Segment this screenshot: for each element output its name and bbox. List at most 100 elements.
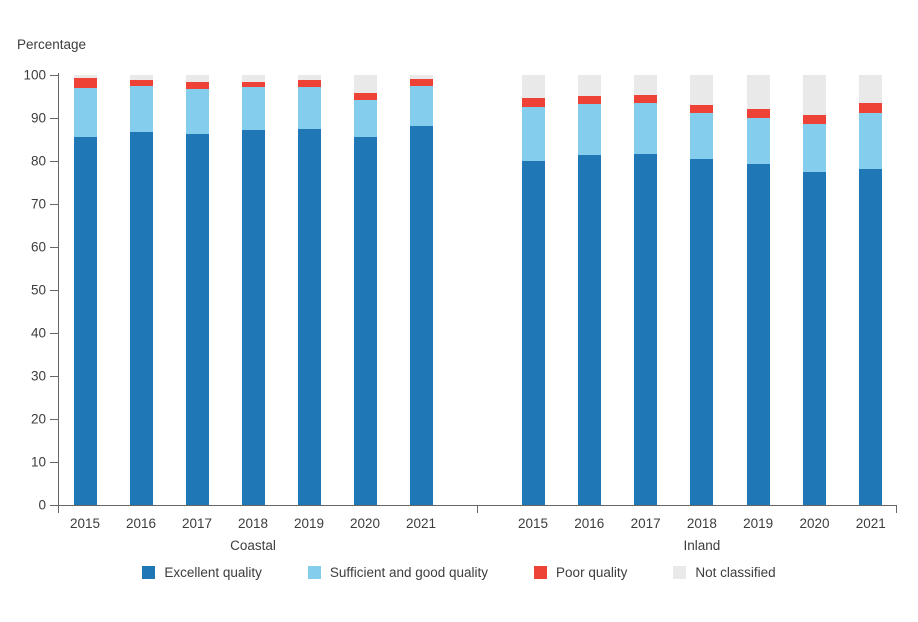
y-tick-mark	[50, 419, 58, 420]
legend-swatch-sufficient-and-good-quality	[307, 566, 321, 579]
bar-segment-inland-2021-poor-quality	[859, 102, 883, 113]
bar-segment-coastal-2018-not-classified	[241, 75, 265, 82]
x-tick-label-coastal-2015: 2015	[69, 516, 101, 531]
bar-segment-coastal-2020-poor-quality	[353, 93, 377, 100]
bar-segment-coastal-2016-sufficient-and-good-quality	[129, 85, 153, 132]
y-tick-label: 0	[38, 497, 46, 513]
legend-label: Not classified	[695, 565, 776, 580]
bar-segment-coastal-2020-sufficient-and-good-quality	[353, 99, 377, 138]
legend-item-sufficient-and-good-quality: Sufficient and good quality	[307, 565, 489, 580]
bar-segment-inland-2020-poor-quality	[803, 114, 826, 125]
bar-segment-inland-2019-poor-quality	[746, 108, 770, 118]
bar-segment-inland-2019-not-classified	[746, 75, 770, 109]
y-tick-mark	[50, 333, 58, 334]
y-tick-mark	[50, 204, 58, 205]
bar-segment-coastal-2019-excellent-quality	[297, 129, 321, 505]
x-tick-label-coastal-2021: 2021	[405, 516, 437, 531]
bar-segment-coastal-2017-sufficient-and-good-quality	[185, 89, 209, 135]
x-axis-end-tick	[896, 505, 898, 513]
x-tick-label-inland-2021: 2021	[855, 516, 886, 531]
y-tick-mark	[50, 505, 58, 506]
bar-segment-coastal-2021-poor-quality	[409, 79, 433, 87]
bar-segment-inland-2017-excellent-quality	[634, 153, 658, 505]
bar-segment-inland-2016-poor-quality	[577, 96, 601, 105]
bar-segment-coastal-2017-excellent-quality	[185, 134, 209, 505]
bar-segment-coastal-2015-not-classified	[73, 75, 97, 79]
y-tick-label: 100	[23, 67, 46, 83]
legend-label: Excellent quality	[164, 565, 262, 580]
y-axis-title: Percentage	[17, 37, 87, 52]
bar-segment-inland-2016-sufficient-and-good-quality	[577, 104, 601, 155]
x-tick-label-coastal-2017: 2017	[181, 516, 213, 531]
x-tick-label-coastal-2018: 2018	[237, 516, 269, 531]
x-tick-label-inland-2019: 2019	[743, 516, 774, 531]
bar-segment-coastal-2016-not-classified	[129, 75, 153, 81]
y-tick-mark	[50, 161, 58, 162]
bar-segment-coastal-2017-not-classified	[185, 75, 209, 83]
y-axis-line	[58, 73, 60, 513]
legend-item-poor-quality: Poor quality	[534, 565, 627, 580]
x-tick-label-coastal-2016: 2016	[125, 516, 157, 531]
bar-segment-coastal-2017-poor-quality	[185, 82, 209, 90]
y-tick-mark	[50, 290, 58, 291]
bar-segment-coastal-2015-excellent-quality	[73, 136, 97, 505]
bar-segment-inland-2015-excellent-quality	[521, 161, 545, 505]
y-tick-label: 10	[30, 454, 46, 470]
legend-item-not-classified: Not classified	[673, 565, 776, 580]
x-tick-label-inland-2020: 2020	[799, 516, 830, 531]
x-axis-group-separator-tick	[477, 505, 479, 513]
y-tick-label: 50	[30, 282, 46, 298]
x-tick-label-coastal-2019: 2019	[293, 516, 325, 531]
legend-swatch-poor-quality	[534, 566, 548, 579]
bar-segment-coastal-2018-poor-quality	[241, 81, 265, 87]
bar-segment-coastal-2020-excellent-quality	[353, 137, 377, 505]
bar-segment-inland-2016-not-classified	[577, 75, 601, 97]
bar-segment-inland-2021-excellent-quality	[859, 168, 883, 505]
x-tick-label-inland-2017: 2017	[630, 516, 661, 531]
bar-segment-coastal-2015-sufficient-and-good-quality	[73, 87, 97, 137]
y-tick-label: 20	[30, 411, 46, 427]
bar-segment-inland-2021-not-classified	[859, 75, 883, 103]
bar-segment-inland-2018-poor-quality	[690, 105, 714, 113]
bar-segment-coastal-2020-not-classified	[353, 75, 377, 94]
x-tick-label-coastal-2020: 2020	[349, 516, 381, 531]
bar-segment-coastal-2015-poor-quality	[73, 78, 97, 88]
bar-segment-inland-2019-excellent-quality	[746, 164, 770, 505]
bar-segment-coastal-2019-poor-quality	[297, 80, 321, 88]
bar-segment-inland-2015-not-classified	[521, 75, 545, 99]
bar-segment-inland-2015-sufficient-and-good-quality	[521, 107, 545, 161]
y-tick-mark	[50, 75, 58, 76]
x-tick-label-inland-2016: 2016	[574, 516, 605, 531]
bar-segment-inland-2018-excellent-quality	[690, 159, 714, 505]
bar-segment-inland-2018-sufficient-and-good-quality	[690, 112, 714, 160]
bar-segment-coastal-2021-sufficient-and-good-quality	[409, 86, 433, 126]
y-tick-label: 90	[30, 110, 46, 126]
y-tick-label: 80	[30, 153, 46, 169]
legend-item-excellent-quality: Excellent quality	[142, 565, 262, 580]
bar-segment-inland-2021-sufficient-and-good-quality	[859, 112, 883, 169]
y-tick-mark	[50, 376, 58, 377]
bar-segment-inland-2019-sufficient-and-good-quality	[746, 117, 770, 165]
legend-label: Sufficient and good quality	[329, 565, 489, 580]
bar-segment-inland-2016-excellent-quality	[577, 154, 601, 505]
y-tick-mark	[50, 247, 58, 248]
y-tick-mark	[50, 118, 58, 119]
bar-segment-inland-2017-not-classified	[634, 75, 658, 96]
y-tick-label: 30	[30, 368, 46, 384]
bar-segment-coastal-2016-poor-quality	[129, 80, 153, 86]
bar-segment-inland-2020-sufficient-and-good-quality	[803, 124, 826, 173]
x-tick-label-inland-2018: 2018	[686, 516, 717, 531]
bar-segment-coastal-2019-not-classified	[297, 75, 321, 81]
y-tick-label: 70	[30, 196, 46, 212]
bar-segment-coastal-2018-sufficient-and-good-quality	[241, 86, 265, 131]
group-label-inland: Inland	[683, 538, 721, 553]
y-tick-label: 60	[30, 239, 46, 255]
x-tick-label-inland-2015: 2015	[517, 516, 549, 531]
bar-segment-coastal-2019-sufficient-and-good-quality	[297, 87, 321, 130]
bar-segment-inland-2015-poor-quality	[521, 98, 545, 108]
group-label-coastal: Coastal	[230, 538, 276, 553]
y-tick-mark	[50, 462, 58, 463]
y-tick-label: 40	[30, 325, 46, 341]
legend-label: Poor quality	[556, 565, 628, 580]
